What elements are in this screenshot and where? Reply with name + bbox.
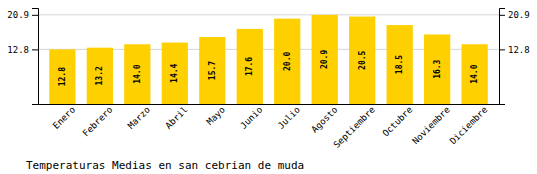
data-label: 20.0 — [283, 52, 292, 71]
tick: Febrero — [81, 105, 115, 139]
tick: Marzo — [126, 105, 152, 131]
data-label: 14.4 — [170, 63, 179, 82]
bar — [124, 44, 150, 104]
tick-mark — [499, 49, 505, 50]
tick: 12.8 — [499, 45, 530, 55]
bar — [387, 25, 413, 104]
bar — [87, 48, 113, 104]
tick: 20.9 — [7, 10, 38, 20]
tick-label: 20.9 — [7, 10, 29, 20]
tick: Septiembre — [332, 105, 377, 150]
tick-label: Mayo — [205, 105, 227, 127]
y-axis-right: 12.8 20.9 — [499, 9, 530, 105]
tick-label: Septiembre — [332, 105, 377, 150]
bar — [312, 15, 338, 104]
tick-label: Diciembre — [448, 105, 490, 147]
tick-label: 20.9 — [508, 10, 530, 20]
data-label: 14.0 — [470, 64, 479, 83]
tick: Junio — [238, 105, 264, 131]
x-axis: EneroFebrero Marzo Abril Mayo Junio Julio Agos… — [39, 105, 500, 150]
bar — [424, 34, 450, 104]
tick: 20.9 — [499, 10, 530, 20]
tick-label: Abril — [163, 105, 189, 131]
grid-line — [38, 14, 499, 15]
bars — [49, 15, 488, 104]
tick-label: Junio — [238, 105, 264, 131]
bar — [274, 19, 300, 104]
data-label: 18.5 — [395, 55, 404, 74]
tick-label: Noviembre — [410, 105, 452, 147]
data-label: 17.6 — [245, 57, 254, 76]
tick-label: Enero — [51, 105, 77, 131]
tick-label: Octubre — [381, 105, 415, 139]
title: Temperaturas Medias en san cebrian de mu… — [26, 159, 304, 172]
data-label: 14.0 — [133, 64, 142, 83]
data-label: 20.9 — [320, 50, 329, 69]
plot: 12.8 13.2 14.0 14.4 15.7 17.6 20.0 20.9 20.5 18.5… — [7, 9, 529, 150]
chart: 12.8 13.2 14.0 14.4 15.7 17.6 20.0 20.9 20.5 18.5… — [0, 0, 537, 174]
data-labels: 12.8 13.2 14.0 14.4 15.7 17.6 20.0 20.9 20.5 18.5… — [58, 50, 479, 87]
bar — [199, 37, 225, 104]
data-label: 13.2 — [95, 66, 104, 85]
tick: Agosto — [309, 105, 339, 135]
axis-line — [32, 9, 39, 105]
tick-label: Agosto — [309, 105, 339, 135]
tick-label: Marzo — [126, 105, 152, 131]
bar — [49, 49, 75, 104]
tick-mark — [32, 15, 38, 16]
data-label: 20.5 — [358, 50, 367, 69]
bar — [237, 29, 263, 104]
tick: Mayo — [205, 105, 227, 127]
y-axis: 12.8 20.9 — [7, 9, 38, 105]
bar — [162, 43, 188, 104]
tick: 12.8 — [7, 45, 38, 55]
data-label: 16.3 — [433, 59, 442, 78]
tick-mark — [32, 49, 38, 50]
data-label: 12.8 — [58, 67, 67, 86]
tick: Abril — [163, 105, 189, 131]
bar — [462, 44, 488, 104]
tick: Julio — [276, 105, 302, 131]
tick: Enero — [51, 105, 77, 131]
tick-label: 12.8 — [508, 45, 530, 55]
bar — [349, 17, 375, 104]
tick: Octubre — [381, 105, 415, 139]
tick: Diciembre — [448, 105, 490, 147]
tick-label: 12.8 — [7, 45, 29, 55]
data-label: 15.7 — [208, 61, 217, 80]
axis-line — [500, 9, 506, 105]
tick-label: Febrero — [81, 105, 115, 139]
tick-label: Julio — [276, 105, 302, 131]
tick: Noviembre — [410, 105, 452, 147]
tick-mark — [499, 15, 505, 16]
